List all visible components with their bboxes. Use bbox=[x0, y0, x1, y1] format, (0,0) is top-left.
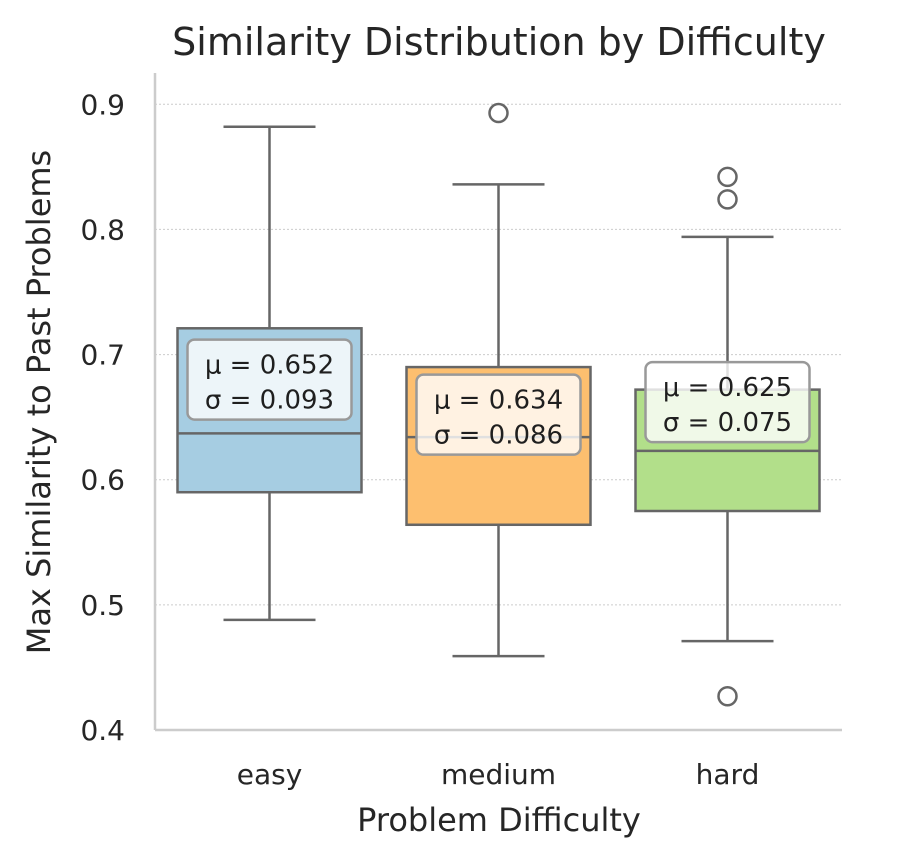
axes bbox=[153, 73, 842, 732]
stats-annotation-box bbox=[186, 338, 353, 421]
y-tick-label: 0.4 bbox=[80, 714, 125, 747]
outlier-point bbox=[488, 102, 509, 124]
x-tick-labels: easy medium hard bbox=[237, 758, 760, 791]
y-tick-label: 0.6 bbox=[80, 464, 125, 497]
y-axis-label: Max Similarity to Past Problems bbox=[20, 150, 58, 654]
stats-annotation-box bbox=[644, 360, 811, 444]
outlier-point bbox=[717, 189, 738, 210]
box-easy: μ = 0.652 σ = 0.093 bbox=[176, 125, 363, 622]
std-label: σ = 0.086 bbox=[434, 421, 563, 451]
box-medium: μ = 0.634 σ = 0.086 bbox=[405, 102, 592, 658]
outlier-point bbox=[717, 166, 738, 188]
x-tick-label: easy bbox=[237, 758, 303, 791]
x-tick-label: hard bbox=[696, 758, 760, 791]
mean-label: μ = 0.634 bbox=[434, 386, 563, 416]
mean-label: μ = 0.652 bbox=[205, 351, 334, 381]
mean-label: μ = 0.625 bbox=[663, 373, 792, 403]
std-label: σ = 0.075 bbox=[663, 408, 792, 438]
y-tick-label: 0.7 bbox=[80, 339, 125, 372]
stats-annotation-box bbox=[415, 373, 582, 456]
y-tick-label: 0.5 bbox=[80, 589, 125, 622]
y-tick-label: 0.8 bbox=[80, 213, 125, 246]
y-tick-label: 0.9 bbox=[80, 88, 125, 121]
outlier-point bbox=[717, 685, 738, 707]
x-tick-label: medium bbox=[441, 758, 556, 791]
y-tick-labels: 0.4 0.5 0.6 0.7 0.8 0.9 bbox=[80, 88, 125, 747]
x-axis-label: Problem Difficulty bbox=[357, 801, 641, 839]
chart-title: Similarity Distribution by Difficulty bbox=[172, 20, 826, 64]
box-hard: μ = 0.625 σ = 0.075 bbox=[634, 166, 821, 707]
std-label: σ = 0.093 bbox=[205, 386, 334, 416]
